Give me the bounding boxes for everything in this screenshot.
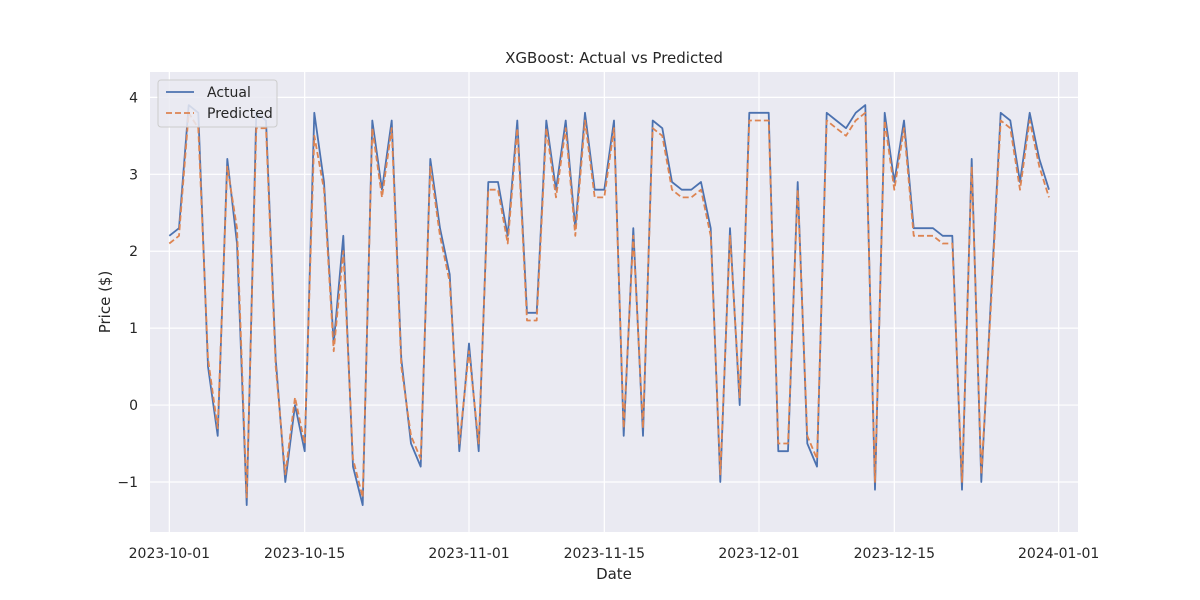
- chart-title: XGBoost: Actual vs Predicted: [505, 49, 723, 67]
- series-line-predicted: [168, 111, 1050, 499]
- y-tick-label: 2: [129, 244, 138, 260]
- x-tick-label: 2023-12-15: [854, 546, 935, 562]
- legend-label-actual: Actual: [207, 85, 251, 101]
- series-line-actual: [168, 104, 1050, 507]
- y-axis-label: Price ($): [96, 271, 114, 334]
- x-tick-label: 2023-10-01: [129, 546, 210, 562]
- y-tick-label: 1: [129, 321, 138, 337]
- x-tick-label: 2023-11-01: [428, 546, 509, 562]
- y-tick-label: 0: [129, 398, 138, 414]
- x-tick-label: 2023-12-01: [718, 546, 799, 562]
- x-tick-label: 2024-01-01: [1018, 546, 1099, 562]
- y-tick-label: 3: [129, 167, 138, 183]
- y-tick-label: 4: [129, 90, 138, 106]
- legend-label-predicted: Predicted: [207, 106, 273, 122]
- x-tick-label: 2023-10-15: [264, 546, 345, 562]
- grid: [150, 72, 1078, 532]
- series-layer: [168, 104, 1050, 507]
- y-tick-label: −1: [117, 475, 138, 491]
- x-axis-label: Date: [596, 565, 632, 583]
- legend: Actual Predicted: [157, 79, 278, 128]
- y-tick-labels: −1 0 1 2 3 4: [117, 90, 138, 491]
- x-tick-labels: 2023-10-01 2023-10-15 2023-11-01 2023-11-15…: [129, 546, 1100, 562]
- x-tick-label: 2023-11-15: [564, 546, 645, 562]
